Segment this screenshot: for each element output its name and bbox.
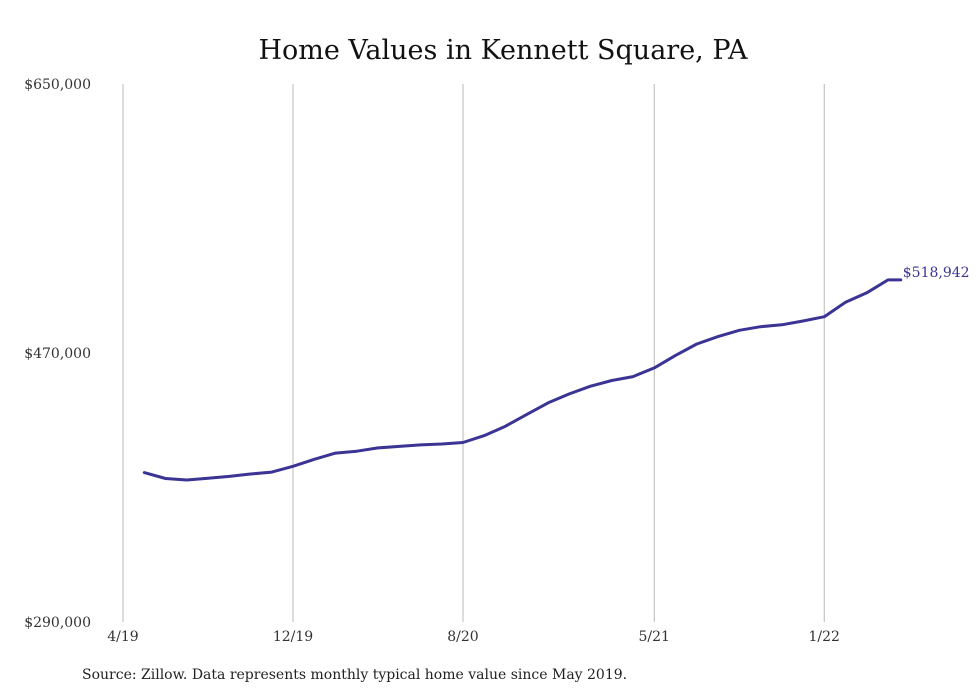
line-chart: Home Values in Kennett Square, PA $650,0… xyxy=(24,35,970,645)
y-tick-label: $470,000 xyxy=(24,346,91,362)
end-value-label: $518,942 xyxy=(903,265,970,281)
x-tick-label: 12/19 xyxy=(273,629,313,645)
x-tick-label: 1/22 xyxy=(809,629,840,645)
y-axis-ticks: $650,000 $470,000 $290,000 xyxy=(24,77,91,631)
source-note: Source: Zillow. Data represents monthly … xyxy=(82,667,628,683)
x-tick-label: 5/21 xyxy=(639,629,670,645)
x-tick-label: 8/20 xyxy=(447,629,478,645)
series-line xyxy=(142,278,903,482)
y-tick-label: $290,000 xyxy=(24,615,91,631)
x-tick-label: 4/19 xyxy=(107,629,138,645)
y-tick-label: $650,000 xyxy=(24,77,91,93)
chart-title: Home Values in Kennett Square, PA xyxy=(258,35,748,66)
series-layer: $518,942 xyxy=(142,265,970,482)
grid-lines xyxy=(122,84,825,622)
x-axis-ticks: 4/19 12/19 8/20 5/21 1/22 xyxy=(107,629,840,645)
